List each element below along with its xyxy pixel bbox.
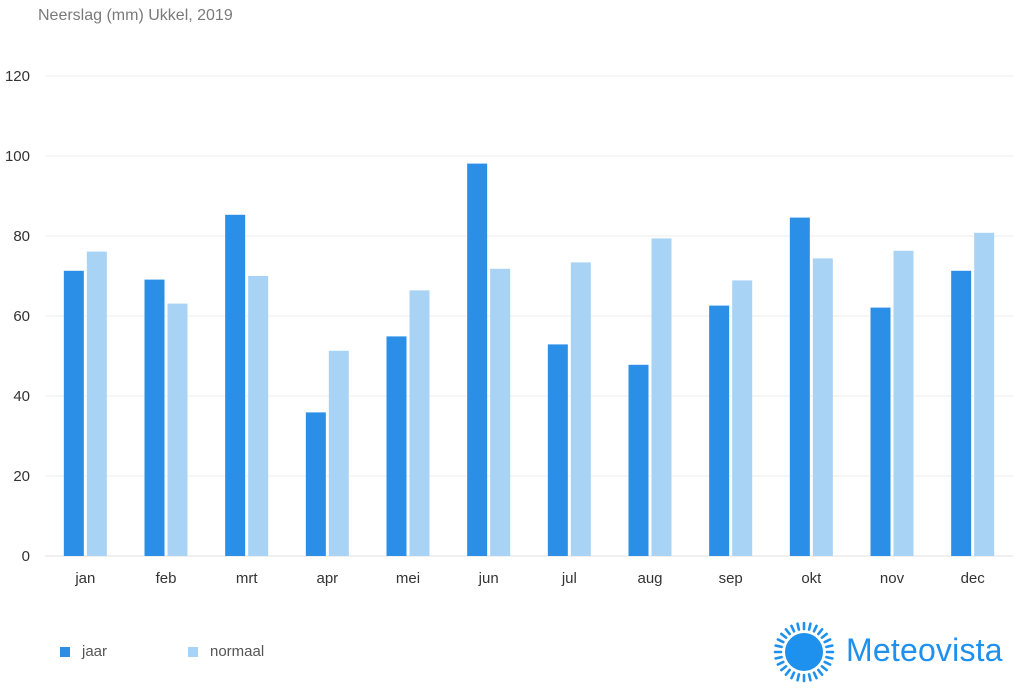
sun-ray: [790, 671, 796, 680]
sun-ray: [780, 632, 788, 639]
x-tick-label-jun: jun: [478, 570, 499, 587]
bar-jaar-jul[interactable]: [547, 344, 568, 556]
legend-label-normaal: normaal: [210, 643, 265, 660]
x-tick-label-aug: aug: [637, 570, 662, 587]
bar-jaar-aug[interactable]: [628, 364, 649, 556]
brand-name: Meteovista: [846, 632, 1003, 668]
bar-jaar-feb[interactable]: [144, 279, 165, 556]
x-axis-ticks: jan feb mrt apr mei jun jul aug sep okt nov dec: [74, 570, 985, 587]
legend-item-normaal[interactable]: normaal: [188, 643, 264, 660]
x-tick-label-mrt: mrt: [236, 570, 258, 587]
bar-normaal-jan[interactable]: [86, 251, 107, 556]
legend-swatch-jaar: [60, 646, 70, 657]
sun-ray: [825, 655, 834, 660]
sun-ray: [820, 632, 828, 639]
sun-ray: [807, 622, 812, 631]
bar-jaar-mei[interactable]: [386, 336, 407, 556]
bar-normaal-jul[interactable]: [570, 262, 591, 556]
sun-ray: [823, 638, 832, 644]
bar-normaal-mrt[interactable]: [248, 276, 269, 556]
sun-ray: [807, 673, 812, 682]
sun-ray: [780, 665, 788, 672]
sun-ray: [796, 673, 801, 682]
bars: [63, 163, 995, 557]
y-tick-label: 60: [13, 308, 30, 325]
y-tick-label: 0: [22, 548, 30, 565]
x-tick-label-mei: mei: [396, 570, 420, 587]
sun-ray: [817, 668, 824, 676]
sun-ray: [825, 644, 834, 649]
legend-swatch-normaal: [188, 646, 198, 657]
bar-normaal-jun[interactable]: [490, 268, 511, 556]
sun-ray: [790, 624, 796, 633]
sun-ray: [774, 655, 783, 660]
sun-ray: [776, 660, 785, 666]
sun-ray: [784, 668, 791, 676]
bar-jaar-sep[interactable]: [709, 305, 730, 556]
bar-jaar-nov[interactable]: [870, 307, 891, 556]
sun-ray: [784, 628, 791, 636]
sun-ray: [817, 628, 824, 636]
y-axis-ticks: 0 20 40 60 80 100 120: [5, 68, 30, 565]
bar-jaar-okt[interactable]: [789, 217, 810, 556]
legend-label-jaar: jaar: [82, 643, 108, 660]
y-tick-label: 120: [5, 68, 30, 85]
x-tick-label-dec: dec: [961, 570, 986, 587]
y-tick-label: 80: [13, 228, 30, 245]
bar-normaal-apr[interactable]: [328, 350, 349, 556]
bar-normaal-sep[interactable]: [732, 280, 753, 556]
y-tick-label: 20: [13, 468, 30, 485]
bar-jaar-apr[interactable]: [305, 412, 326, 556]
gridlines: [45, 75, 1013, 557]
chart-title: Neerslag (mm) Ukkel, 2019: [38, 7, 233, 24]
x-tick-label-apr: apr: [316, 570, 338, 587]
bar-normaal-feb[interactable]: [167, 303, 188, 556]
sun-ray: [812, 671, 818, 680]
bar-jaar-mrt[interactable]: [225, 214, 246, 557]
legend-item-jaar[interactable]: jaar: [60, 643, 107, 660]
sun-ray: [823, 660, 832, 666]
x-tick-label-nov: nov: [880, 570, 905, 587]
y-tick-label: 40: [13, 388, 30, 405]
sun-ray: [820, 665, 828, 672]
bar-jaar-jan[interactable]: [63, 270, 84, 556]
bar-normaal-okt[interactable]: [812, 258, 833, 556]
bar-normaal-dec[interactable]: [974, 232, 995, 557]
sun-ray: [774, 644, 783, 649]
x-tick-label-okt: okt: [801, 570, 822, 587]
bar-normaal-aug[interactable]: [651, 238, 672, 556]
x-tick-label-jul: jul: [561, 570, 577, 587]
sun-ray: [812, 624, 818, 633]
bar-jaar-jun[interactable]: [467, 163, 488, 556]
x-tick-label-feb: feb: [156, 570, 177, 587]
x-tick-label-sep: sep: [719, 570, 743, 587]
meteovista-logo[interactable]: Meteovista: [772, 620, 1017, 684]
sun-icon: [773, 621, 835, 683]
sun-ray: [796, 622, 801, 631]
y-tick-label: 100: [5, 148, 30, 165]
bar-jaar-dec[interactable]: [951, 270, 972, 556]
sun-ray: [776, 638, 785, 644]
x-tick-label-jan: jan: [74, 570, 95, 587]
bar-normaal-nov[interactable]: [893, 250, 914, 557]
bar-normaal-mei[interactable]: [409, 290, 430, 556]
